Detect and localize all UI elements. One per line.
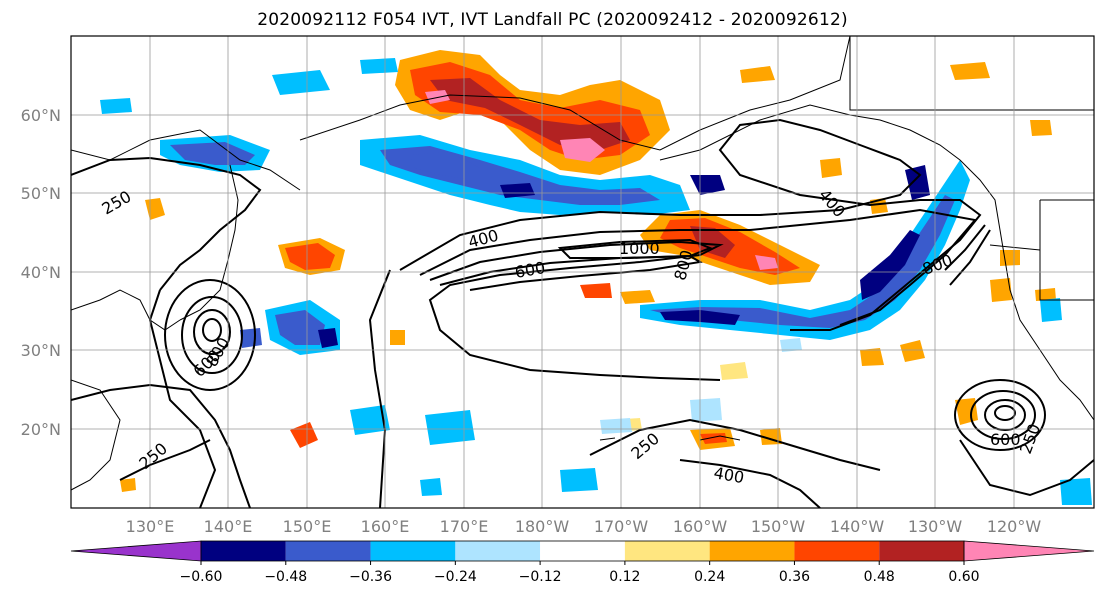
colorbar-tick-label: −0.48 [264,569,307,585]
contour-label: 600 [990,430,1021,449]
colorbar-extension-high [963,540,1095,562]
colorbar-swatch [285,541,371,561]
map-title: 2020092112 F054 IVT, IVT Landfall PC (20… [257,10,848,30]
lon-label: 140°E [204,517,253,536]
lon-label: 150°E [283,517,332,536]
colorbar-swatch [624,541,710,561]
latitude-labels: 60°N 50°N 40°N 30°N 20°N [21,106,61,439]
map-panel: 250 250 250 250 400 400 400 600 600 600 … [71,36,1094,508]
colorbar-tick-label: −0.36 [349,569,392,585]
colorbar-swatch [879,541,964,561]
colorbar-swatch [709,541,795,561]
colorbar-swatch [794,541,880,561]
map-frame [70,35,1095,509]
colorbar-ticks: −0.60 −0.48 −0.36 −0.24 −0.12 0.12 0.24 0.36 0.4… [180,561,980,585]
colorbar-swatch [201,541,286,561]
contour-label: 1000 [619,239,660,258]
colorbar-swatch [540,541,625,561]
lat-label: 20°N [21,420,61,439]
lon-label: 170°W [594,517,649,536]
lon-label: 170°E [440,517,489,536]
lon-label: 180°W [515,517,570,536]
lat-label: 50°N [21,184,61,203]
colorbar-tick-label: 0.36 [779,569,810,585]
colorbar-frame [200,540,965,562]
colorbar-tick-label: 0.24 [694,569,725,585]
lat-label: 30°N [21,341,61,360]
colorbar-extension-low [70,540,202,562]
colorbar-tick-label: 0.12 [609,569,640,585]
lon-label: 130°W [908,517,963,536]
lon-label: 160°W [673,517,728,536]
lon-label: 150°W [751,517,806,536]
lon-label: 160°E [361,517,410,536]
lat-lon-grid [71,36,1094,508]
colorbar-tick-label: 0.48 [864,569,895,585]
lon-label: 140°W [830,517,885,536]
colorbar-tick-label: 0.60 [948,569,979,585]
lon-label: 130°E [126,517,175,536]
lat-label: 60°N [21,106,61,125]
colorbar-swatch [370,541,456,561]
lat-label: 40°N [21,263,61,282]
colorbar-tick-label: −0.12 [519,569,562,585]
colorbar [70,540,1095,562]
lon-label: 120°W [987,517,1042,536]
colorbar-tick-label: −0.60 [180,569,223,585]
longitude-labels: 130°E 140°E 150°E 160°E 170°E 180°W 170°… [126,517,1042,536]
colorbar-swatch [455,541,541,561]
colorbar-tick-label: −0.24 [434,569,477,585]
